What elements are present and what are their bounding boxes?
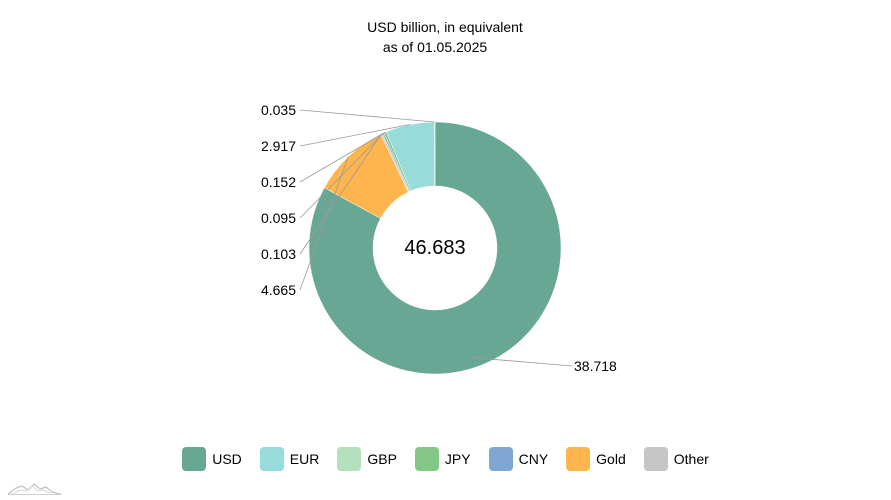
data-label-jpy: 0.152 [261,174,296,190]
legend-swatch-other [643,447,668,471]
legend-swatch-usd [182,447,207,471]
leader-lines-group [299,109,573,367]
data-label-cny: 0.095 [261,210,296,226]
legend-label-jpy: JPY [444,451,471,467]
legend-item-cny[interactable]: CNY [488,447,549,471]
data-label-gbp: 0.035 [261,102,296,118]
chart-logo-icon [8,483,62,495]
legend-item-gold[interactable]: Gold [566,447,626,471]
legend-label-other: Other [673,451,709,467]
legend-label-gold: Gold [596,451,626,467]
legend-swatch-gold [566,447,591,471]
slice-gbp[interactable] [434,121,436,187]
chart-title: USD billion, in equivalent [367,19,523,35]
legend-item-other[interactable]: Other [643,447,709,471]
data-label-eur: 2.917 [261,138,296,154]
data-label-usd: 38.718 [574,358,617,374]
chart-subtitle: as of 01.05.2025 [383,39,488,55]
legend-label-cny: CNY [518,451,549,467]
center-total-label: 46.683 [404,237,465,259]
slice-usd[interactable] [308,121,562,375]
leader-line-other [299,133,382,255]
legend-swatch-cny [488,447,513,471]
legend-swatch-gbp [337,447,362,471]
legend-item-eur[interactable]: EUR [259,447,320,471]
legend-item-jpy[interactable]: JPY [414,447,471,471]
legend-swatch-jpy [414,447,439,471]
slices-group [308,121,562,375]
data-label-other: 0.103 [261,246,296,262]
legend-swatch-eur [259,447,284,471]
leader-line-gbp [299,109,435,123]
leader-line-eur [299,124,410,147]
chart-legend: USD EUR GBP JPY CNY Gold Other [0,445,891,473]
data-label-gold: 4.665 [261,282,296,298]
legend-item-gbp[interactable]: GBP [337,447,397,471]
legend-label-eur: EUR [289,451,320,467]
leader-line-gold [299,156,349,291]
legend-item-usd[interactable]: USD [182,447,242,471]
legend-label-usd: USD [212,451,242,467]
leader-line-jpy [299,131,386,183]
data-labels-group: 38.718 0.035 2.917 0.152 0.095 0.103 4.665 [261,102,617,374]
leader-line-usd [469,356,573,367]
legend-label-gbp: GBP [367,451,397,467]
